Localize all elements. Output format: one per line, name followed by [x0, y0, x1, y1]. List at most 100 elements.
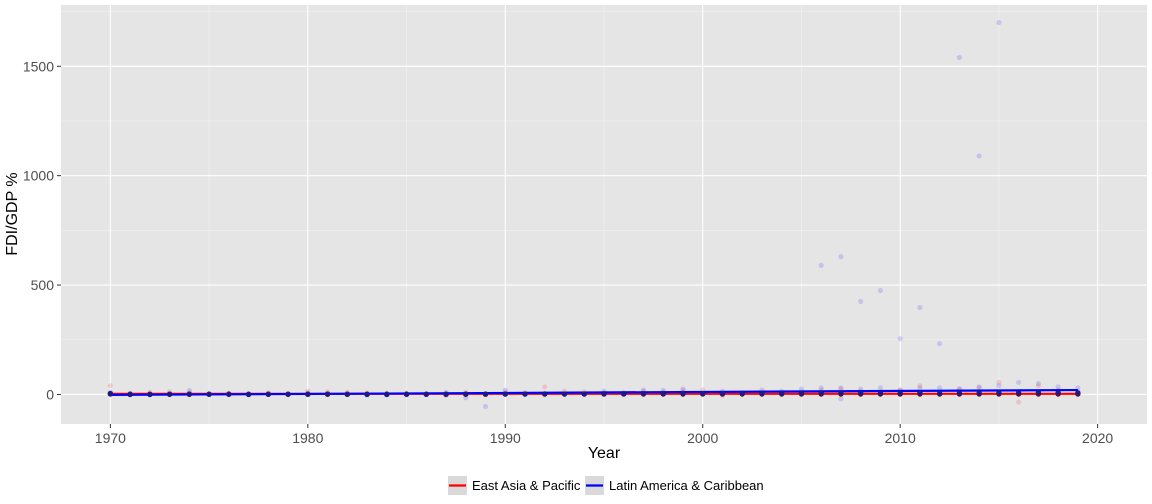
mean-point	[542, 391, 548, 397]
x-tick-label: 2020	[1082, 430, 1113, 446]
raw-point	[937, 341, 943, 347]
raw-point	[1016, 379, 1022, 386]
mean-point	[147, 391, 153, 398]
raw-point	[818, 262, 824, 268]
mean-point	[640, 390, 647, 397]
mean-point	[877, 390, 884, 396]
mean-point	[522, 391, 528, 397]
raw-point	[996, 19, 1002, 26]
trend-lines	[110, 388, 1078, 396]
mean-point	[423, 391, 429, 397]
mean-point	[601, 391, 607, 397]
raw-point	[976, 153, 982, 159]
raw-point	[542, 384, 548, 390]
mean-point	[838, 390, 844, 396]
mean-point	[107, 390, 114, 397]
mean-point	[206, 391, 212, 397]
mean-point	[759, 390, 765, 397]
x-tick-label: 1980	[292, 430, 323, 446]
y-tick-label: 1500	[23, 58, 54, 74]
raw-point	[996, 383, 1002, 389]
raw-point	[798, 386, 805, 392]
mean-point	[818, 390, 824, 396]
raw-point	[838, 385, 844, 391]
raw-point	[1016, 399, 1022, 405]
y-tick-labels: 0 500 1000 1500	[23, 58, 54, 402]
y-tick-label: 1000	[23, 168, 54, 184]
raw-point	[877, 287, 884, 294]
x-tick-label: 1970	[95, 430, 126, 446]
mean-point	[798, 390, 805, 396]
mean-point	[719, 390, 726, 397]
raw-point	[917, 304, 923, 311]
x-tick-label: 2000	[687, 430, 718, 446]
axis-ticks	[57, 65, 1099, 428]
mean-point	[956, 390, 963, 396]
mean-point	[976, 390, 982, 396]
mean-point	[857, 390, 864, 396]
mean-point	[1075, 390, 1081, 396]
raw-point	[1035, 380, 1041, 387]
mean-point	[581, 391, 587, 397]
mean-point	[502, 391, 508, 397]
raw-point	[858, 298, 864, 305]
mean-point	[660, 390, 666, 397]
legend-label-latin-america: Latin America & Caribbean	[609, 478, 764, 493]
mean-point	[680, 390, 686, 397]
x-axis-title: Year	[588, 445, 621, 462]
raw-point	[937, 385, 943, 391]
mean-point	[127, 391, 133, 398]
mean-point	[996, 390, 1002, 396]
mean-point	[384, 391, 390, 398]
mean-point	[364, 391, 370, 398]
mean-point	[324, 391, 331, 397]
y-tick-label: 500	[31, 277, 55, 293]
raw-point	[107, 383, 113, 389]
raw-point	[996, 379, 1002, 386]
raw-point	[877, 385, 884, 391]
y-tick-label: 0	[46, 386, 54, 402]
mean-point	[285, 391, 291, 397]
mean-point	[403, 391, 410, 397]
mean-point	[700, 390, 706, 397]
raw-point	[838, 396, 844, 402]
mean-point	[482, 391, 489, 397]
raw-point	[680, 386, 686, 392]
minor-gridlines	[61, 5, 1147, 424]
y-axis-title: FDI/GDP %	[4, 172, 21, 255]
raw-point	[917, 383, 923, 389]
mean-point	[1015, 390, 1022, 396]
legend: East Asia & Pacific Latin America & Cari…	[448, 476, 764, 495]
mean-point	[561, 391, 568, 397]
raw-point	[976, 385, 982, 391]
mean-point	[344, 391, 351, 397]
mean-point	[226, 391, 232, 397]
raw-point	[917, 385, 923, 391]
mean-point	[443, 391, 449, 397]
raw-point	[482, 403, 489, 410]
raw-point	[956, 54, 963, 61]
raw-point	[502, 387, 508, 393]
raw-point	[186, 387, 192, 394]
mean-point	[245, 391, 252, 398]
mean-point	[1035, 390, 1042, 396]
mean-point	[186, 391, 193, 397]
raw-point	[818, 385, 824, 391]
mean-point	[166, 391, 173, 397]
mean-points	[107, 390, 1081, 398]
mean-point	[463, 391, 469, 397]
raw-point	[1055, 384, 1061, 390]
x-tick-label: 1990	[490, 430, 521, 446]
legend-label-east-asia: East Asia & Pacific	[472, 478, 581, 493]
mean-point	[936, 390, 943, 397]
mean-point	[897, 390, 903, 396]
raw-point	[976, 384, 982, 390]
trend-line	[110, 388, 1078, 396]
mean-point	[1055, 390, 1061, 396]
mean-point	[305, 391, 311, 397]
mean-point	[265, 391, 272, 397]
mean-point	[779, 390, 785, 397]
x-tick-label: 2010	[885, 430, 916, 446]
raw-point	[897, 336, 903, 342]
